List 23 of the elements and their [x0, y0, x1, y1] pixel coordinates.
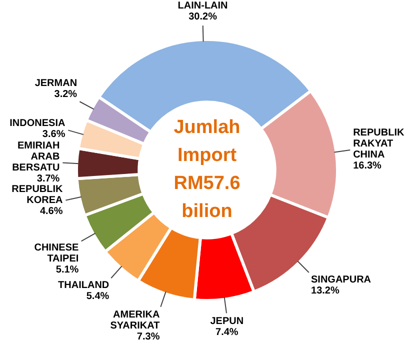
data-label: 3.7%	[36, 173, 60, 184]
data-label: 13.2%	[311, 285, 340, 296]
slice-label: JERMAN	[34, 78, 78, 89]
data-label: 7.4%	[216, 326, 238, 338]
data-label: 3.2%	[54, 88, 78, 100]
data-label: 5.4%	[86, 291, 110, 302]
data-label: 4.6%	[40, 206, 63, 218]
slice-label: REPUBLIK RAKYAT CHINA	[353, 127, 405, 160]
slice-label: INDONESIA	[10, 118, 66, 130]
data-label: 7.3%	[136, 331, 160, 342]
slice-label: EMIRIAH ARAB BERSATU	[12, 140, 60, 174]
slice-label: JEPUN	[210, 316, 244, 327]
slice-label: REPUBLIK KOREA	[12, 184, 64, 206]
data-label: 16.3%	[353, 160, 382, 172]
data-label: 30.2%	[188, 11, 218, 22]
data-label: 3.6%	[42, 129, 66, 140]
slice-label: THAILAND	[58, 280, 110, 292]
slice-label: LAIN-LAIN	[178, 0, 228, 12]
text: Jumlah Import RM57.6 bilion	[174, 117, 240, 222]
slice-label: AMERIKA SYARIKAT	[110, 309, 160, 332]
slice-label: SINGAPURA	[311, 274, 372, 286]
data-label: 5.1%	[56, 264, 79, 276]
slice-label: CHINESE TAIPEI	[34, 242, 80, 264]
